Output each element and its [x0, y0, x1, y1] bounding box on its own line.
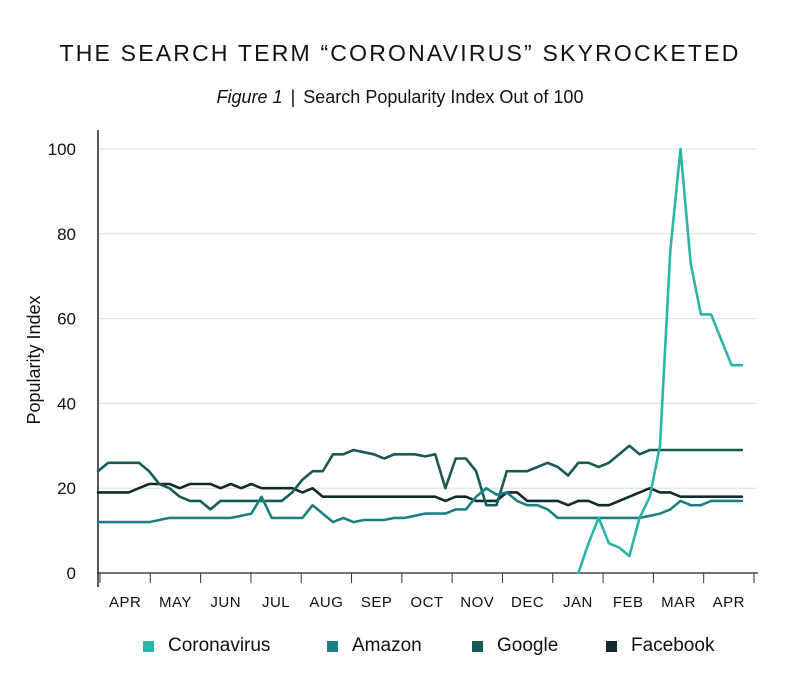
y-tick-labels: 0 20 40 60 80 100: [48, 140, 76, 583]
legend-item-google: Google: [472, 635, 558, 657]
chart-title: THE SEARCH TERM “CORONAVIRUS” SKYROCKETE…: [59, 40, 741, 66]
legend-swatch: [327, 640, 338, 652]
y-tick-label: 100: [48, 140, 76, 159]
series-line-facebook: [96, 482, 744, 507]
figure-label: Figure 1: [216, 87, 283, 107]
legend-item-facebook: Facebook: [606, 635, 714, 657]
legend-swatch: [472, 640, 483, 652]
y-tick-label: 20: [57, 479, 76, 498]
x-tick-label: JAN: [563, 594, 593, 611]
legend-item-amazon: Amazon: [327, 635, 422, 657]
x-tick-label: OCT: [410, 594, 443, 611]
x-tick-label: NOV: [460, 594, 494, 611]
chart-subtitle: Figure 1 | Search Popularity Index Out of …: [0, 87, 800, 108]
y-tick-label: 40: [57, 394, 76, 413]
y-tick-label: 0: [67, 564, 76, 583]
x-tick-label: JUL: [262, 594, 290, 611]
y-tick-label: 60: [57, 310, 76, 329]
axes: [97, 130, 758, 587]
legend-item-coronavirus: Coronavirus: [143, 635, 270, 657]
legend-swatch: [606, 640, 617, 652]
x-tick-label: AUG: [309, 594, 343, 611]
legend: Coronavirus Amazon Google Facebook: [0, 635, 800, 659]
series-line-coronavirus: [576, 147, 744, 575]
subtitle-text: Search Popularity Index Out of 100: [303, 87, 584, 107]
x-tick-label: JUN: [210, 594, 241, 611]
x-tick-label: APR: [713, 594, 745, 611]
x-tick-label: APR: [109, 594, 141, 611]
series-lines: [96, 147, 744, 575]
x-tick-label: DEC: [511, 594, 544, 611]
series-line-amazon: [96, 486, 744, 524]
gridlines: [98, 148, 757, 489]
subtitle-separator: |: [290, 87, 296, 107]
legend-label: Google: [497, 635, 559, 656]
legend-label: Facebook: [631, 635, 715, 656]
x-tick-label: MAY: [159, 594, 192, 611]
y-axis-label: Popularity Index: [24, 295, 44, 424]
legend-label: Amazon: [352, 635, 422, 656]
x-tick-label: FEB: [613, 594, 644, 611]
series-line-google: [96, 444, 744, 511]
legend-label: Coronavirus: [168, 635, 271, 656]
x-tick-label: SEP: [361, 594, 393, 611]
legend-swatch: [143, 640, 154, 652]
y-tick-label: 80: [57, 225, 76, 244]
x-tick-label: MAR: [661, 594, 696, 611]
x-tick-labels: APR MAY JUN JUL AUG SEP OCT NOV DEC JAN FEB MAR APR: [99, 573, 755, 611]
